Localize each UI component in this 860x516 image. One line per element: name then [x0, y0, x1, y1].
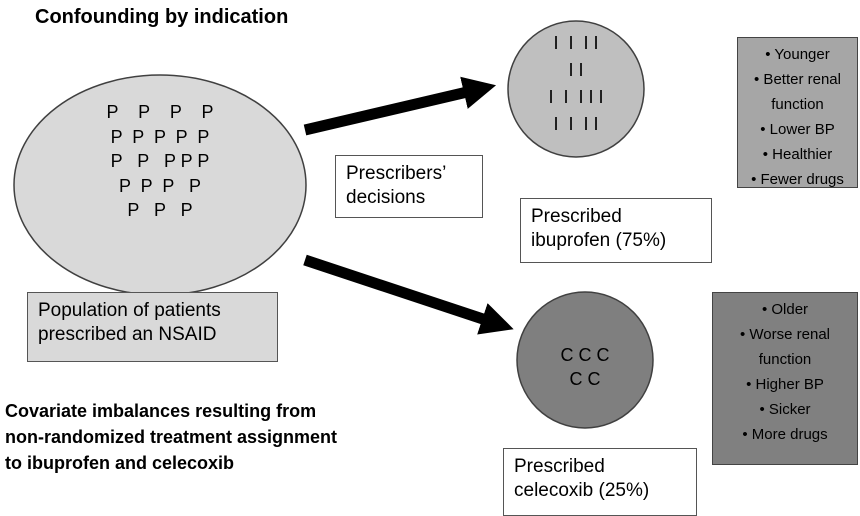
- celecoxib-label: Prescribed celecoxib (25%): [503, 448, 697, 516]
- caption: Covariate imbalances resulting from non-r…: [5, 398, 425, 476]
- celecoxib-marks: C C C C C: [517, 343, 653, 391]
- arrow-up: [303, 76, 497, 136]
- population-marks: P P P P P P P P P P P P P P P P P P P P P: [40, 100, 280, 223]
- trait: function: [771, 96, 824, 113]
- arrow-down: [303, 254, 514, 335]
- label-line: Prescribers’: [346, 163, 447, 184]
- trait: • Healthier: [762, 146, 833, 163]
- trait: • Worse renal: [739, 326, 830, 343]
- label-line: ibuprofen (75%): [531, 230, 667, 251]
- caption-line: non-randomized treatment assignment: [5, 427, 338, 447]
- mark-row: P P P P P: [110, 151, 210, 171]
- caption-line: Covariate imbalances resulting from: [5, 401, 317, 421]
- trait: • Fewer drugs: [751, 171, 844, 188]
- ibuprofen-marks: I I I I I I I I I I I I I I I: [508, 30, 644, 138]
- label-line: decisions: [346, 187, 426, 208]
- label-line: Population of patients: [38, 300, 221, 321]
- ibuprofen-circle: [507, 20, 645, 158]
- mark-row: I I I I I: [548, 87, 604, 107]
- celecoxib-traits: • Older • Worse renal function • Higher BP •…: [712, 292, 858, 465]
- celecoxib-circle: [516, 291, 654, 429]
- mark-row: P P P P: [106, 102, 214, 122]
- trait: • Older: [761, 301, 809, 318]
- trait: • Younger: [765, 46, 830, 63]
- trait: • Lower BP: [760, 121, 835, 138]
- mark-row: P P P P: [118, 175, 202, 196]
- label-line: prescribed an NSAID: [38, 324, 217, 345]
- trait: • Sicker: [759, 401, 811, 418]
- title: Confounding by indication: [35, 6, 289, 28]
- ibuprofen-label: Prescribed ibuprofen (75%): [520, 198, 712, 263]
- decision-label: Prescribers’ decisions: [335, 155, 483, 218]
- mark-row: P P P: [127, 200, 193, 220]
- label-line: Prescribed: [531, 206, 622, 227]
- mark-row: I I I I: [553, 33, 599, 53]
- mark-row: I I: [568, 60, 584, 80]
- caption-line: to ibuprofen and celecoxib: [5, 453, 235, 473]
- mark-row: I I I I: [553, 114, 599, 134]
- label-line: Prescribed: [514, 456, 605, 477]
- trait: • Higher BP: [746, 376, 824, 393]
- trait: • More drugs: [742, 426, 828, 443]
- trait: function: [758, 351, 812, 368]
- label-line: celecoxib (25%): [514, 480, 650, 501]
- mark-row: P P P P P: [110, 126, 210, 147]
- ibuprofen-traits: • Younger • Better renal function • Lower B…: [737, 37, 858, 188]
- trait: • Better renal: [754, 71, 841, 88]
- population-label: Population of patients prescribed an NSAI…: [27, 292, 278, 362]
- mark-row: C C: [569, 369, 601, 389]
- mark-row: C C C: [560, 345, 610, 365]
